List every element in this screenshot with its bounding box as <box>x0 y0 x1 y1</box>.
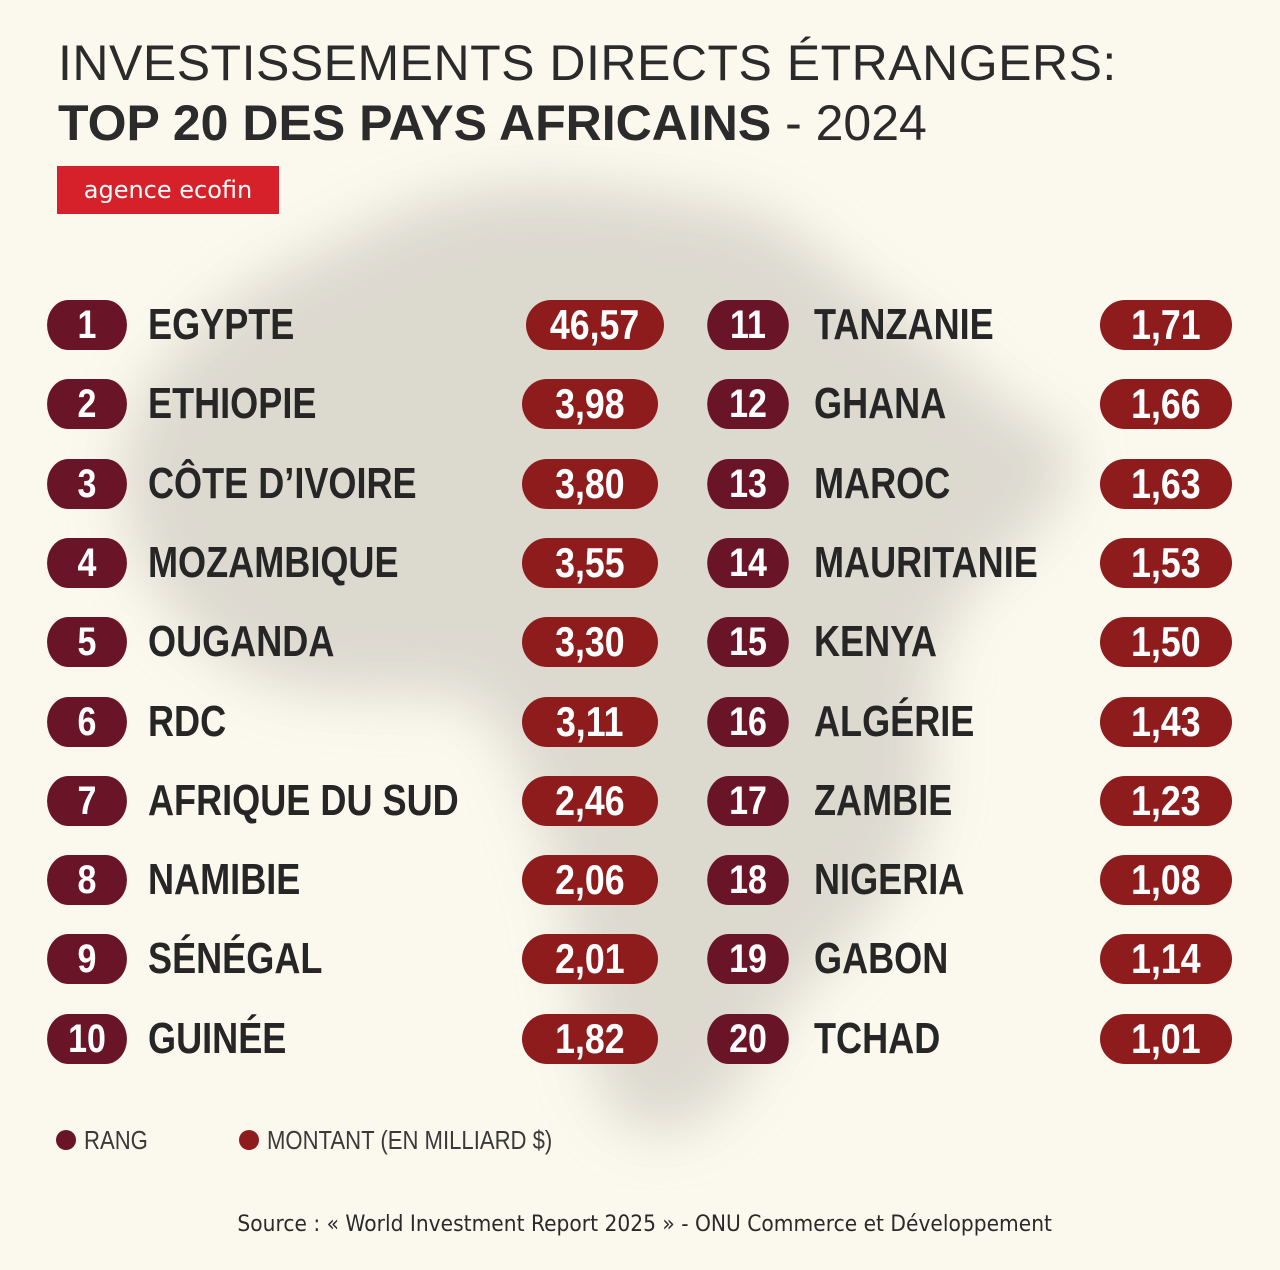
value-badge: 1,01 <box>1100 1014 1232 1064</box>
value-badge: 2,46 <box>522 776 658 826</box>
rank-badge: 5 <box>47 617 127 667</box>
value-badge: 1,71 <box>1100 300 1232 350</box>
rank-badge: 14 <box>707 538 789 588</box>
value-badge: 1,14 <box>1100 934 1232 984</box>
country-name: GABON <box>814 934 949 983</box>
country-name: NAMIBIE <box>148 855 301 904</box>
country-name: ETHIOPIE <box>148 379 317 428</box>
value-badge: 1,82 <box>522 1014 658 1064</box>
value-text: 1,43 <box>1131 698 1201 745</box>
value-text: 1,50 <box>1131 618 1201 665</box>
value-text: 1,08 <box>1131 856 1201 903</box>
legend-value-dot <box>239 1130 259 1150</box>
country-name: EGYPTE <box>148 300 295 349</box>
rank-badge: 7 <box>47 776 127 826</box>
value-badge: 3,98 <box>522 379 658 429</box>
value-text: 3,55 <box>555 539 625 586</box>
country-name: GUINÉE <box>148 1014 287 1063</box>
rank-badge: 15 <box>707 617 789 667</box>
rank-badge: 9 <box>47 934 127 984</box>
rank-badge: 20 <box>707 1014 789 1064</box>
value-badge: 2,01 <box>522 934 658 984</box>
value-badge: 3,55 <box>522 538 658 588</box>
legend-value-label: MONTANT (EN MILLIARD $) <box>267 1124 553 1155</box>
value-text: 1,14 <box>1131 935 1201 982</box>
value-text: 1,71 <box>1131 301 1201 348</box>
value-badge: 1,66 <box>1100 379 1232 429</box>
legend-value: MONTANT (EN MILLIARD $) <box>239 1125 603 1155</box>
value-text: 2,06 <box>555 856 625 903</box>
country-name: TANZANIE <box>814 300 994 349</box>
rank-badge: 13 <box>707 459 789 509</box>
page-subtitle: TOP 20 DES PAYS AFRICAINS - 2024 <box>58 94 927 152</box>
value-text: 1,23 <box>1131 777 1201 824</box>
value-badge: 1,08 <box>1100 855 1232 905</box>
value-text: 3,11 <box>556 698 624 745</box>
country-name: GHANA <box>814 379 947 428</box>
rank-badge: 4 <box>47 538 127 588</box>
rank-badge: 19 <box>707 934 789 984</box>
country-name: MAROC <box>814 459 951 508</box>
value-text: 46,57 <box>550 301 640 348</box>
rank-badge: 6 <box>47 697 127 747</box>
value-text: 3,98 <box>555 380 625 427</box>
country-name: ALGÉRIE <box>814 697 975 746</box>
country-name: MAURITANIE <box>814 538 1038 587</box>
value-badge: 3,30 <box>522 617 658 667</box>
rank-badge: 16 <box>707 697 789 747</box>
country-name: SÉNÉGAL <box>148 934 323 983</box>
value-badge: 1,50 <box>1100 617 1232 667</box>
value-text: 3,80 <box>555 460 625 507</box>
rank-badge: 2 <box>47 379 127 429</box>
legend-rank-label: RANG <box>84 1124 148 1155</box>
value-badge: 1,23 <box>1100 776 1232 826</box>
value-text: 1,01 <box>1131 1015 1201 1062</box>
value-badge: 46,57 <box>526 300 664 350</box>
country-name: AFRIQUE DU SUD <box>148 776 459 825</box>
rank-badge: 18 <box>707 855 789 905</box>
value-text: 2,46 <box>555 777 625 824</box>
agence-ecofin-logo: agence ecofin <box>57 166 279 214</box>
country-name: CÔTE D’IVOIRE <box>148 459 417 508</box>
value-badge: 1,53 <box>1100 538 1232 588</box>
subtitle-year: - 2024 <box>771 95 927 151</box>
value-text: 1,82 <box>555 1015 625 1062</box>
country-name: TCHAD <box>814 1014 941 1063</box>
source-text: Source : « World Investment Report 2025 … <box>237 1212 1053 1237</box>
value-text: 1,66 <box>1131 380 1201 427</box>
rank-badge: 17 <box>707 776 789 826</box>
value-badge: 1,63 <box>1100 459 1232 509</box>
country-name: NIGERIA <box>814 855 965 904</box>
rank-badge: 8 <box>47 855 127 905</box>
country-name: OUGANDA <box>148 617 335 666</box>
value-text: 2,01 <box>555 935 625 982</box>
rank-badge: 12 <box>707 379 789 429</box>
value-text: 1,53 <box>1131 539 1201 586</box>
value-badge: 3,11 <box>522 697 658 747</box>
rank-badge: 11 <box>707 300 789 350</box>
country-name: KENYA <box>814 617 937 666</box>
country-name: RDC <box>148 697 227 746</box>
country-name: MOZAMBIQUE <box>148 538 399 587</box>
legend-rank-dot <box>56 1130 76 1150</box>
subtitle-bold: TOP 20 DES PAYS AFRICAINS <box>58 95 772 151</box>
rank-badge: 10 <box>47 1014 127 1064</box>
value-text: 1,63 <box>1131 460 1201 507</box>
value-text: 3,30 <box>555 618 625 665</box>
legend-rank: RANG <box>56 1125 159 1155</box>
rank-badge: 3 <box>47 459 127 509</box>
value-badge: 2,06 <box>522 855 658 905</box>
value-badge: 3,80 <box>522 459 658 509</box>
source-note: Source : « World Investment Report 2025 … <box>0 1212 1280 1237</box>
rank-badge: 1 <box>47 300 127 350</box>
page-title: INVESTISSEMENTS DIRECTS ÉTRANGERS: <box>58 35 1117 91</box>
value-badge: 1,43 <box>1100 697 1232 747</box>
country-name: ZAMBIE <box>814 776 953 825</box>
